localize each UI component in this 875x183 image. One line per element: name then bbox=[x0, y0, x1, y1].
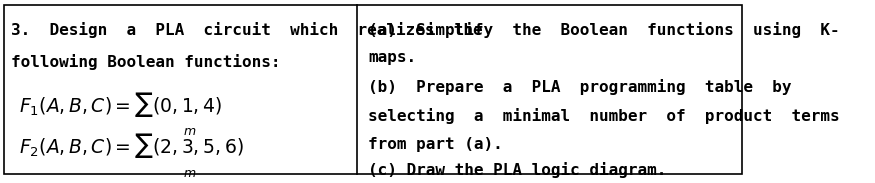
Text: following Boolean functions:: following Boolean functions: bbox=[11, 54, 281, 70]
Text: $m$: $m$ bbox=[183, 125, 196, 138]
Text: (b)  Prepare  a  PLA  programming  table  by: (b) Prepare a PLA programming table by bbox=[368, 79, 792, 95]
Text: maps.: maps. bbox=[368, 50, 416, 65]
Text: 3.  Design  a  PLA  circuit  which  realizes  the: 3. Design a PLA circuit which realizes t… bbox=[11, 22, 483, 38]
Text: $F_2(A, B, C) = \sum(2, 3, 5, 6)$: $F_2(A, B, C) = \sum(2, 3, 5, 6)$ bbox=[18, 131, 243, 160]
Text: (a)  Simplify  the  Boolean  functions  using  K-: (a) Simplify the Boolean functions using… bbox=[368, 22, 840, 38]
Text: $F_1(A, B, C) = \sum(0, 1, 4)$: $F_1(A, B, C) = \sum(0, 1, 4)$ bbox=[18, 90, 222, 119]
Text: selecting  a  minimal  number  of  product  terms: selecting a minimal number of product te… bbox=[368, 108, 840, 124]
Text: (c) Draw the PLA logic diagram.: (c) Draw the PLA logic diagram. bbox=[368, 162, 667, 178]
Text: from part (a).: from part (a). bbox=[368, 137, 503, 152]
Text: $m$: $m$ bbox=[183, 167, 196, 180]
FancyBboxPatch shape bbox=[4, 5, 742, 174]
